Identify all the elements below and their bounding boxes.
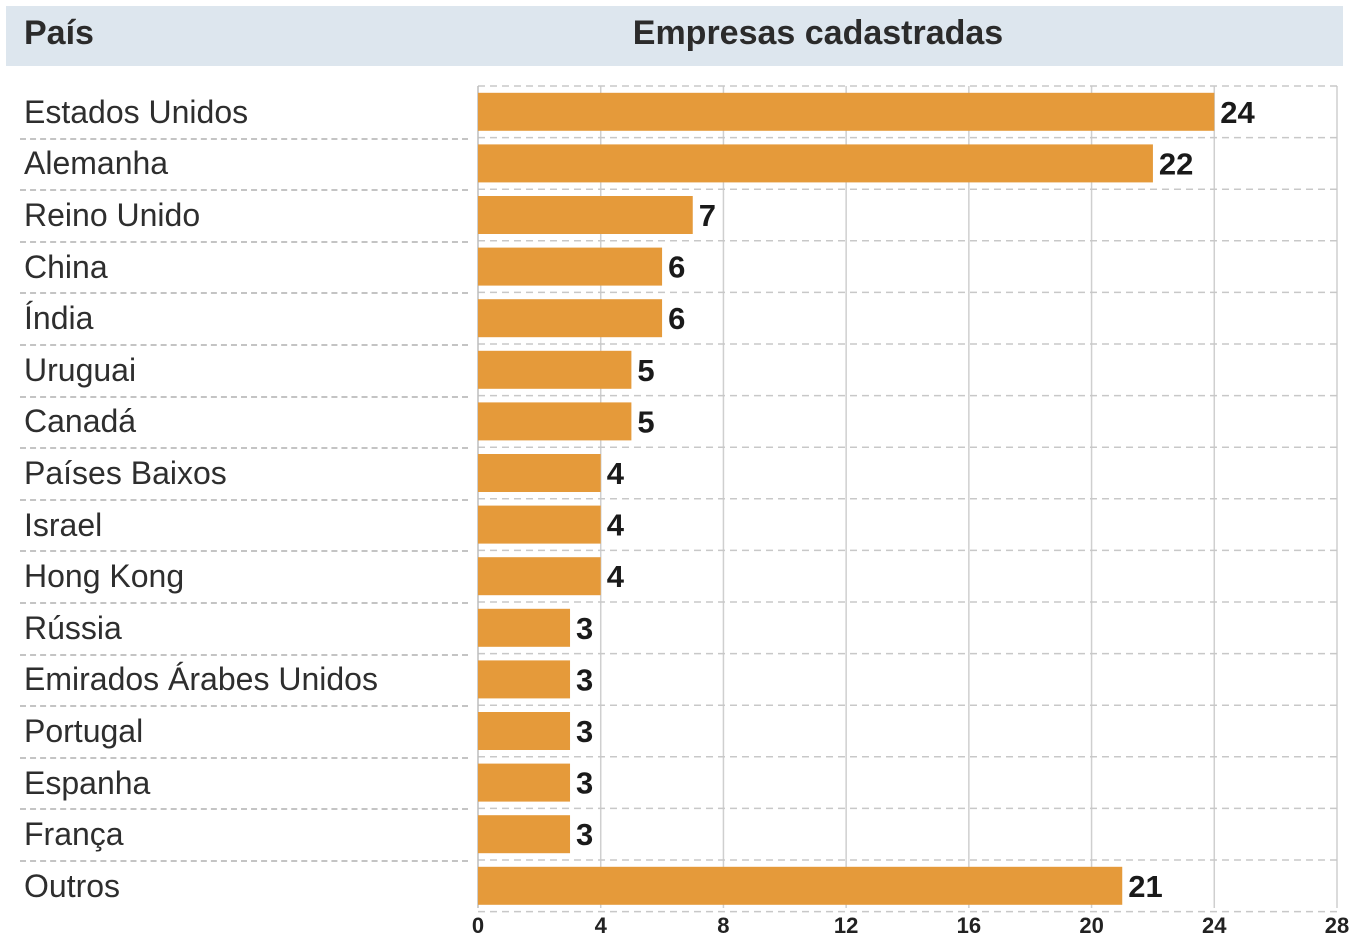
bar-value-label: 4 xyxy=(607,456,625,491)
category-label: Rússia xyxy=(24,609,122,646)
row-separator xyxy=(20,602,468,604)
bar xyxy=(478,660,571,699)
row-separator xyxy=(20,447,468,450)
x-tick-label: 16 xyxy=(957,913,981,937)
category-label: Índia xyxy=(24,300,94,337)
category-label: Países Baixos xyxy=(24,455,227,491)
bar xyxy=(478,608,571,647)
bar-value-label: 6 xyxy=(668,250,685,285)
bar-value-label: 7 xyxy=(699,198,716,233)
category-label: Estados Unidos xyxy=(24,93,249,130)
category-label: Uruguai xyxy=(24,351,137,388)
category-label: Hong Kong xyxy=(24,558,185,595)
x-tick-label: 28 xyxy=(1325,913,1349,937)
bar xyxy=(478,247,663,286)
row-separator xyxy=(20,189,468,192)
row-separator xyxy=(20,240,468,243)
category-label: Israel xyxy=(24,506,103,543)
bar-value-label: 5 xyxy=(637,404,654,439)
table-header: País Empresas cadastradas xyxy=(6,6,1343,66)
bar-value-label: 5 xyxy=(637,353,654,388)
bar xyxy=(478,454,601,492)
bar xyxy=(478,402,632,441)
bar xyxy=(478,712,571,750)
row-separator xyxy=(20,550,468,553)
category-label: Reino Unido xyxy=(24,197,201,233)
bar xyxy=(478,557,601,596)
bar-value-label: 4 xyxy=(607,559,625,594)
bar-value-label: 24 xyxy=(1220,95,1255,130)
bar-value-label: 3 xyxy=(576,611,593,646)
x-tick-label: 20 xyxy=(1079,913,1103,937)
bar xyxy=(478,763,571,802)
bar-value-label: 3 xyxy=(576,766,593,801)
bar-value-label: 3 xyxy=(576,817,593,852)
row-separator xyxy=(20,756,468,759)
row-separator xyxy=(20,808,468,811)
row-separator xyxy=(20,653,468,656)
category-label: Canadá xyxy=(24,403,137,440)
bar-value-label: 6 xyxy=(668,301,685,336)
bar xyxy=(478,196,693,234)
category-label: Espanha xyxy=(24,764,151,801)
category-label: França xyxy=(24,816,124,853)
country-column-header: País xyxy=(24,14,94,52)
category-label: Alemanha xyxy=(24,145,169,182)
bar xyxy=(478,92,1215,131)
bar xyxy=(478,505,601,544)
x-tick-label: 24 xyxy=(1202,913,1227,937)
bar-value-label: 21 xyxy=(1128,869,1162,904)
bar-value-label: 22 xyxy=(1159,146,1193,181)
category-label: Outros xyxy=(24,867,121,904)
row-separator xyxy=(20,344,468,346)
bar-value-label: 3 xyxy=(576,714,593,749)
x-tick-label: 4 xyxy=(595,913,608,937)
row-separator xyxy=(20,292,468,295)
bar xyxy=(478,144,1153,183)
row-separator xyxy=(20,395,468,398)
category-label: China xyxy=(24,248,108,285)
row-separator xyxy=(20,137,468,140)
row-separator xyxy=(20,860,468,862)
category-label: Emirados Árabes Unidos xyxy=(24,661,378,698)
bar xyxy=(478,866,1123,905)
bar-value-label: 3 xyxy=(576,662,593,697)
x-tick-label: 0 xyxy=(472,913,484,937)
row-separator xyxy=(20,498,468,501)
companies-column-header: Empresas cadastradas xyxy=(632,14,1004,52)
category-label: Portugal xyxy=(24,713,144,749)
bar xyxy=(478,815,571,854)
x-tick-label: 8 xyxy=(717,913,729,937)
row-separator xyxy=(20,705,468,708)
x-tick-label: 12 xyxy=(834,913,858,937)
bar xyxy=(478,299,663,338)
bar xyxy=(478,350,632,389)
bar-value-label: 4 xyxy=(607,508,625,543)
